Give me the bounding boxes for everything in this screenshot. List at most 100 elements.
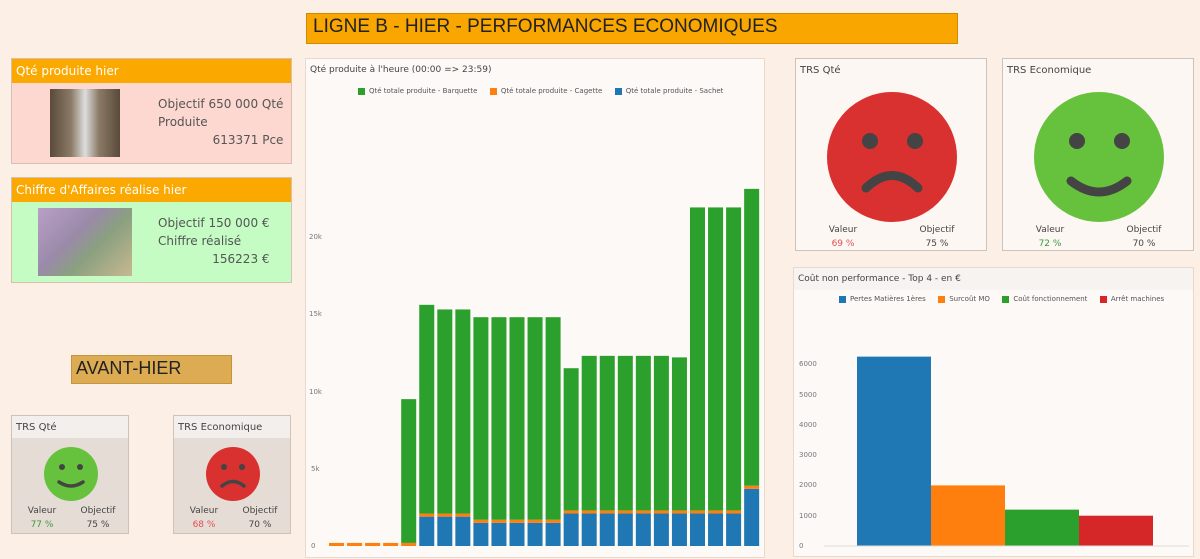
bar-segment (671, 357, 687, 511)
bar-segment (726, 513, 742, 546)
bar-segment (581, 513, 597, 546)
avant-hier-trs-qte: TRS Qté Valeur Objectif 77 % 75 % (11, 415, 129, 534)
bar-segment (419, 304, 435, 514)
bar-segment (545, 522, 561, 546)
y-tick: 3000 (799, 451, 817, 460)
objectif-value: 70 % (248, 520, 272, 530)
bar-segment (599, 355, 615, 511)
bar-segment (545, 317, 561, 520)
bar-segment (473, 522, 489, 546)
objectif-value: 75 % (925, 239, 949, 249)
valeur-label: Valeur (189, 506, 219, 516)
kpi-qty-line2: Produite (158, 115, 208, 129)
legend-label[interactable]: Pertes Matières 1ères (850, 295, 926, 303)
valeur-value: 72 % (1038, 239, 1062, 249)
valeur-value: 68 % (192, 520, 216, 530)
bar-segment (527, 317, 543, 520)
bar-segment (437, 309, 453, 514)
bar-segment (329, 542, 344, 546)
bar-segment (437, 513, 453, 517)
bar-segment (365, 542, 381, 546)
cost-bars (824, 356, 1189, 547)
y-tick: 4000 (799, 420, 817, 429)
legend-swatch (938, 295, 946, 303)
objectif-label: Objectif (1126, 225, 1162, 235)
bar-segment (347, 542, 363, 546)
chart-legend: Qté totale produite - Barquette Qté tota… (358, 87, 723, 95)
page-title: LIGNE B - HIER - PERFORMANCES ECONOMIQUE… (306, 13, 958, 44)
cost-chart: Coût non performance - Top 4 - en € Pert… (793, 267, 1194, 557)
kpi-qty-title: Qté produite hier (12, 59, 291, 83)
hier-trs-eco: TRS Economique Valeur Objectif 72 % 70 % (1002, 58, 1194, 251)
bar-segment (653, 513, 669, 546)
legend-swatch (839, 295, 846, 303)
kpi-ca-line1: Objectif 150 000 € (158, 216, 270, 230)
bar-segment (401, 542, 417, 546)
legend-label[interactable]: Qté totale produite - Barquette (369, 87, 478, 95)
bar-segment (617, 510, 633, 514)
valeur-value: 69 % (831, 239, 855, 249)
hourly-bars (329, 188, 760, 546)
bar-segment (599, 510, 615, 514)
bar-segment (653, 355, 669, 511)
y-tick: 10k (309, 388, 322, 396)
bar-segment (744, 488, 760, 546)
bar-segment (455, 516, 471, 546)
bar-segment (527, 519, 543, 523)
bar-segment (744, 485, 760, 489)
smiley-happy-icon (44, 447, 98, 501)
bar-segment (473, 317, 489, 520)
bar-segment (401, 399, 417, 543)
bar-segment (455, 513, 471, 517)
y-tick: 5k (311, 465, 320, 473)
kpi-ca-card: Chiffre d'Affaires réalise hier Objectif… (11, 177, 292, 283)
kpi-qty-card: Qté produite hier Objectif 650 000 Qté Pr… (11, 58, 292, 164)
bar-segment (671, 510, 687, 514)
cost-bar (1005, 509, 1079, 546)
legend-label[interactable]: Qté totale produite - Sachet (625, 87, 724, 95)
y-tick: 0 (311, 542, 316, 550)
y-tick: 6000 (799, 360, 817, 369)
bar-segment (581, 510, 597, 514)
kpi-ca-body: Objectif 150 000 € Chiffre réalisé 156223 … (12, 202, 291, 282)
kpi-qty-body: Objectif 650 000 Qté Produite 613371 Pce (12, 83, 291, 163)
bar-segment (491, 519, 507, 523)
legend-label[interactable]: Arrêt machines (1110, 295, 1165, 303)
bar-segment (563, 368, 579, 511)
avant-hier-label: AVANT-HIER (71, 355, 232, 384)
bar-segment (635, 510, 651, 514)
bar-segment (617, 513, 633, 546)
bar-segment (617, 355, 633, 511)
bar-segment (635, 513, 651, 546)
bar-segment (708, 207, 724, 511)
legend-label[interactable]: Qté totale produite - Cagette (500, 87, 603, 95)
bar-segment (419, 516, 435, 546)
bar-segment (419, 513, 435, 517)
objectif-label: Objectif (242, 506, 278, 516)
bar-segment (599, 513, 615, 546)
y-tick: 2000 (799, 481, 817, 490)
objectif-value: 70 % (1132, 239, 1156, 249)
legend-swatch (489, 87, 497, 95)
legend-label[interactable]: Surcoût MO (949, 295, 990, 303)
bar-segment (690, 207, 705, 511)
legend-label[interactable]: Coût fonctionnement (1013, 295, 1088, 303)
chart-title: Coût non performance - Top 4 - en € (794, 268, 1193, 290)
avant-hier-trs-eco: TRS Economique Valeur Objectif 68 % 70 % (173, 415, 291, 534)
bar-segment (563, 513, 579, 546)
objectif-value: 75 % (86, 520, 110, 530)
y-tick: 0 (799, 542, 804, 550)
smiley-happy-icon (1034, 92, 1164, 222)
legend-swatch (614, 87, 622, 95)
hier-trs-qte: TRS Qté Valeur Objectif 69 % 75 % (795, 58, 987, 251)
bar-segment (726, 510, 742, 514)
smiley-sad-icon (206, 447, 260, 501)
legend-swatch (1099, 295, 1107, 303)
bar-segment (653, 510, 669, 514)
valeur-label: Valeur (27, 506, 57, 516)
y-tick: 20k (309, 233, 322, 241)
bar-segment (690, 513, 705, 546)
kpi-qty-value: 613371 Pce (212, 133, 284, 147)
trs-title: TRS Qté (800, 65, 841, 76)
cost-bar (931, 485, 1005, 546)
